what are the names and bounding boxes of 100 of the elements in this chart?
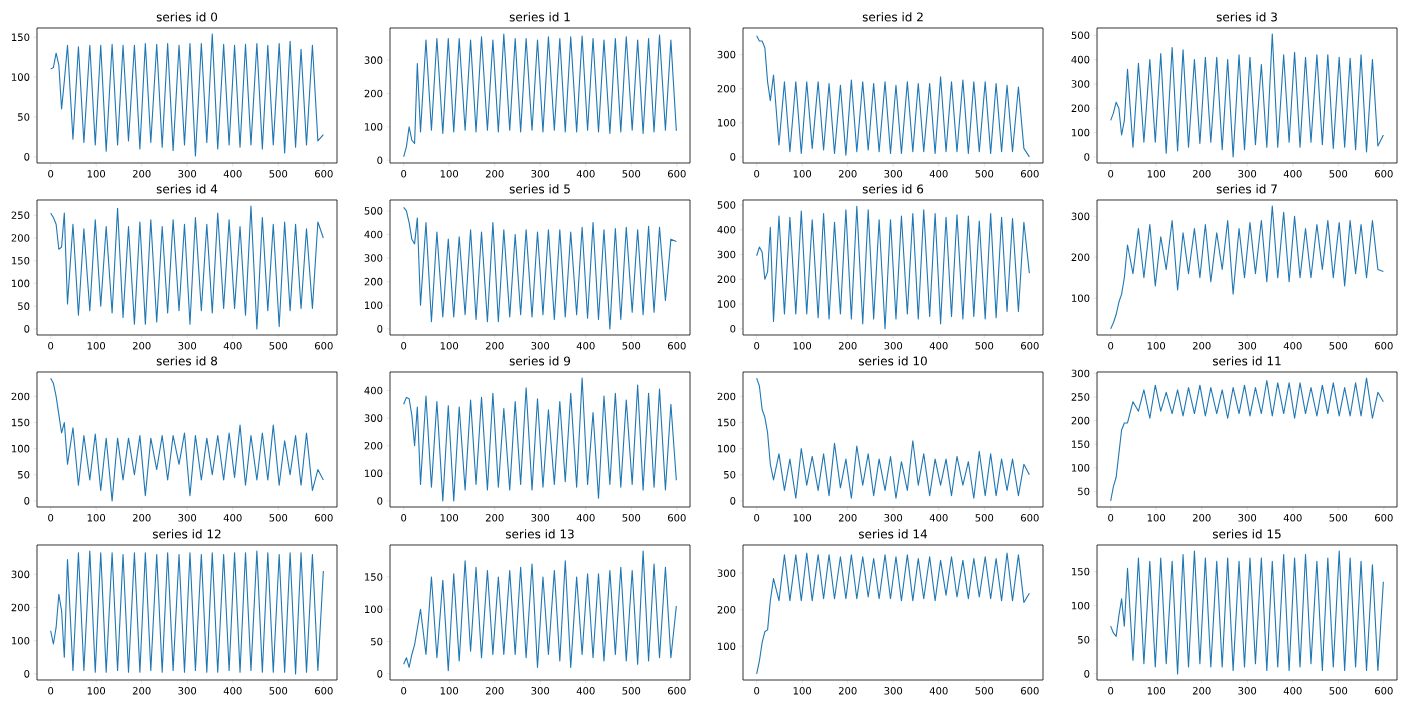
chart-title: series id 14 [858,529,928,539]
x-tick-label: 100 [440,687,459,695]
line-series [1110,33,1384,158]
x-tick-label: 500 [622,687,641,695]
x-tick-label: 0 [1108,514,1114,522]
chart-title: series id 8 [156,356,218,366]
y-tick-label: 150 [11,256,30,265]
y-tick-label: 100 [364,301,383,310]
x-tick-label: 100 [87,342,106,350]
y-tick-label: 100 [1072,601,1090,610]
y-tick-label: 100 [11,636,30,645]
line-series [403,377,677,502]
x-tick-label: 300 [178,170,197,178]
x-tick-label: 0 [401,687,407,695]
y-tick-label: 100 [1072,464,1090,472]
x-tick-label: 600 [1020,687,1039,695]
x-tick-label: 400 [929,514,948,522]
y-tick-label: 200 [11,392,30,401]
chart-title: series id 3 [1216,12,1277,22]
x-tick-label: 300 [884,514,903,522]
y-tick-label: 200 [1071,253,1090,262]
y-tick-label: 50 [18,302,30,310]
x-tick-label: 500 [622,514,641,522]
line-series [50,33,324,157]
x-tick-label: 100 [87,170,106,178]
x-tick-label: 400 [929,342,948,350]
line-series [1110,550,1384,675]
x-tick-label: 400 [929,170,948,178]
x-tick-label: 200 [838,687,857,695]
y-tick-label: 200 [11,603,30,612]
x-tick-label: 0 [754,170,760,178]
x-tick-label: 600 [1374,514,1393,522]
y-tick-label: 100 [1072,294,1090,302]
x-tick-label: 300 [531,170,550,178]
x-tick-label: 100 [440,170,459,178]
x-tick-label: 300 [1238,687,1257,695]
x-tick-label: 100 [440,342,459,350]
x-tick-label: 0 [401,170,407,178]
x-tick-label: 300 [531,687,550,695]
y-tick-label: 250 [11,211,30,219]
x-tick-label: 100 [440,514,459,522]
y-tick-label: 300 [1071,369,1090,378]
line-series [50,205,324,330]
y-tick-label: 0 [24,325,30,333]
x-tick-label: 600 [1020,514,1039,522]
y-tick-label: 200 [717,84,736,93]
x-tick-label: 300 [531,342,550,350]
x-tick-label: 0 [1108,170,1114,178]
x-tick-label: 0 [754,514,760,522]
x-tick-label: 100 [1147,342,1166,350]
y-tick-label: 300 [717,50,736,59]
x-tick-label: 200 [485,687,504,695]
y-tick-label: 100 [11,279,30,288]
y-tick-label: 400 [364,230,383,239]
y-tick-label: 100 [718,444,736,453]
line-series [1110,205,1384,330]
y-tick-label: 150 [1072,440,1090,448]
chart-title: series id 11 [1212,356,1281,366]
x-tick-label: 0 [754,342,760,350]
x-tick-label: 300 [1238,342,1257,350]
x-tick-label: 500 [975,514,994,522]
x-tick-label: 100 [87,687,106,695]
y-tick-label: 200 [11,234,30,242]
x-tick-label: 500 [975,687,994,695]
x-tick-label: 600 [667,514,686,522]
chart-title: series id 10 [858,356,927,366]
x-tick-label: 0 [1108,342,1114,350]
y-tick-label: 400 [1071,55,1090,64]
y-tick-label: 250 [1071,393,1090,401]
x-tick-label: 600 [314,342,333,350]
x-tick-label: 600 [667,342,686,350]
y-tick-label: 200 [717,605,736,614]
x-tick-label: 100 [793,342,812,350]
y-tick-label: 100 [1072,128,1090,137]
y-tick-label: 0 [24,670,30,678]
y-tick-label: 100 [11,73,30,81]
x-tick-label: 500 [1329,514,1348,522]
y-tick-label: 200 [364,277,383,286]
x-tick-label: 0 [401,342,407,350]
y-tick-label: 50 [1078,635,1090,644]
x-tick-label: 500 [269,170,288,178]
x-tick-label: 400 [223,342,242,350]
x-tick-label: 500 [269,342,288,350]
x-tick-label: 500 [975,342,994,350]
y-tick-label: 0 [730,497,736,505]
x-tick-label: 200 [838,514,857,522]
x-tick-label: 600 [1020,342,1039,350]
x-tick-label: 500 [269,514,288,522]
y-tick-label: 100 [364,123,383,131]
y-tick-label: 300 [717,569,736,577]
y-tick-label: 50 [1078,487,1090,496]
x-tick-label: 200 [838,170,857,178]
x-tick-label: 300 [178,342,197,350]
y-tick-label: 0 [730,153,736,161]
y-tick-label: 400 [717,225,736,234]
x-tick-label: 400 [576,342,595,350]
x-tick-label: 400 [1283,170,1302,178]
x-tick-label: 0 [401,514,407,522]
x-tick-label: 100 [793,687,812,695]
x-tick-label: 500 [269,687,288,695]
